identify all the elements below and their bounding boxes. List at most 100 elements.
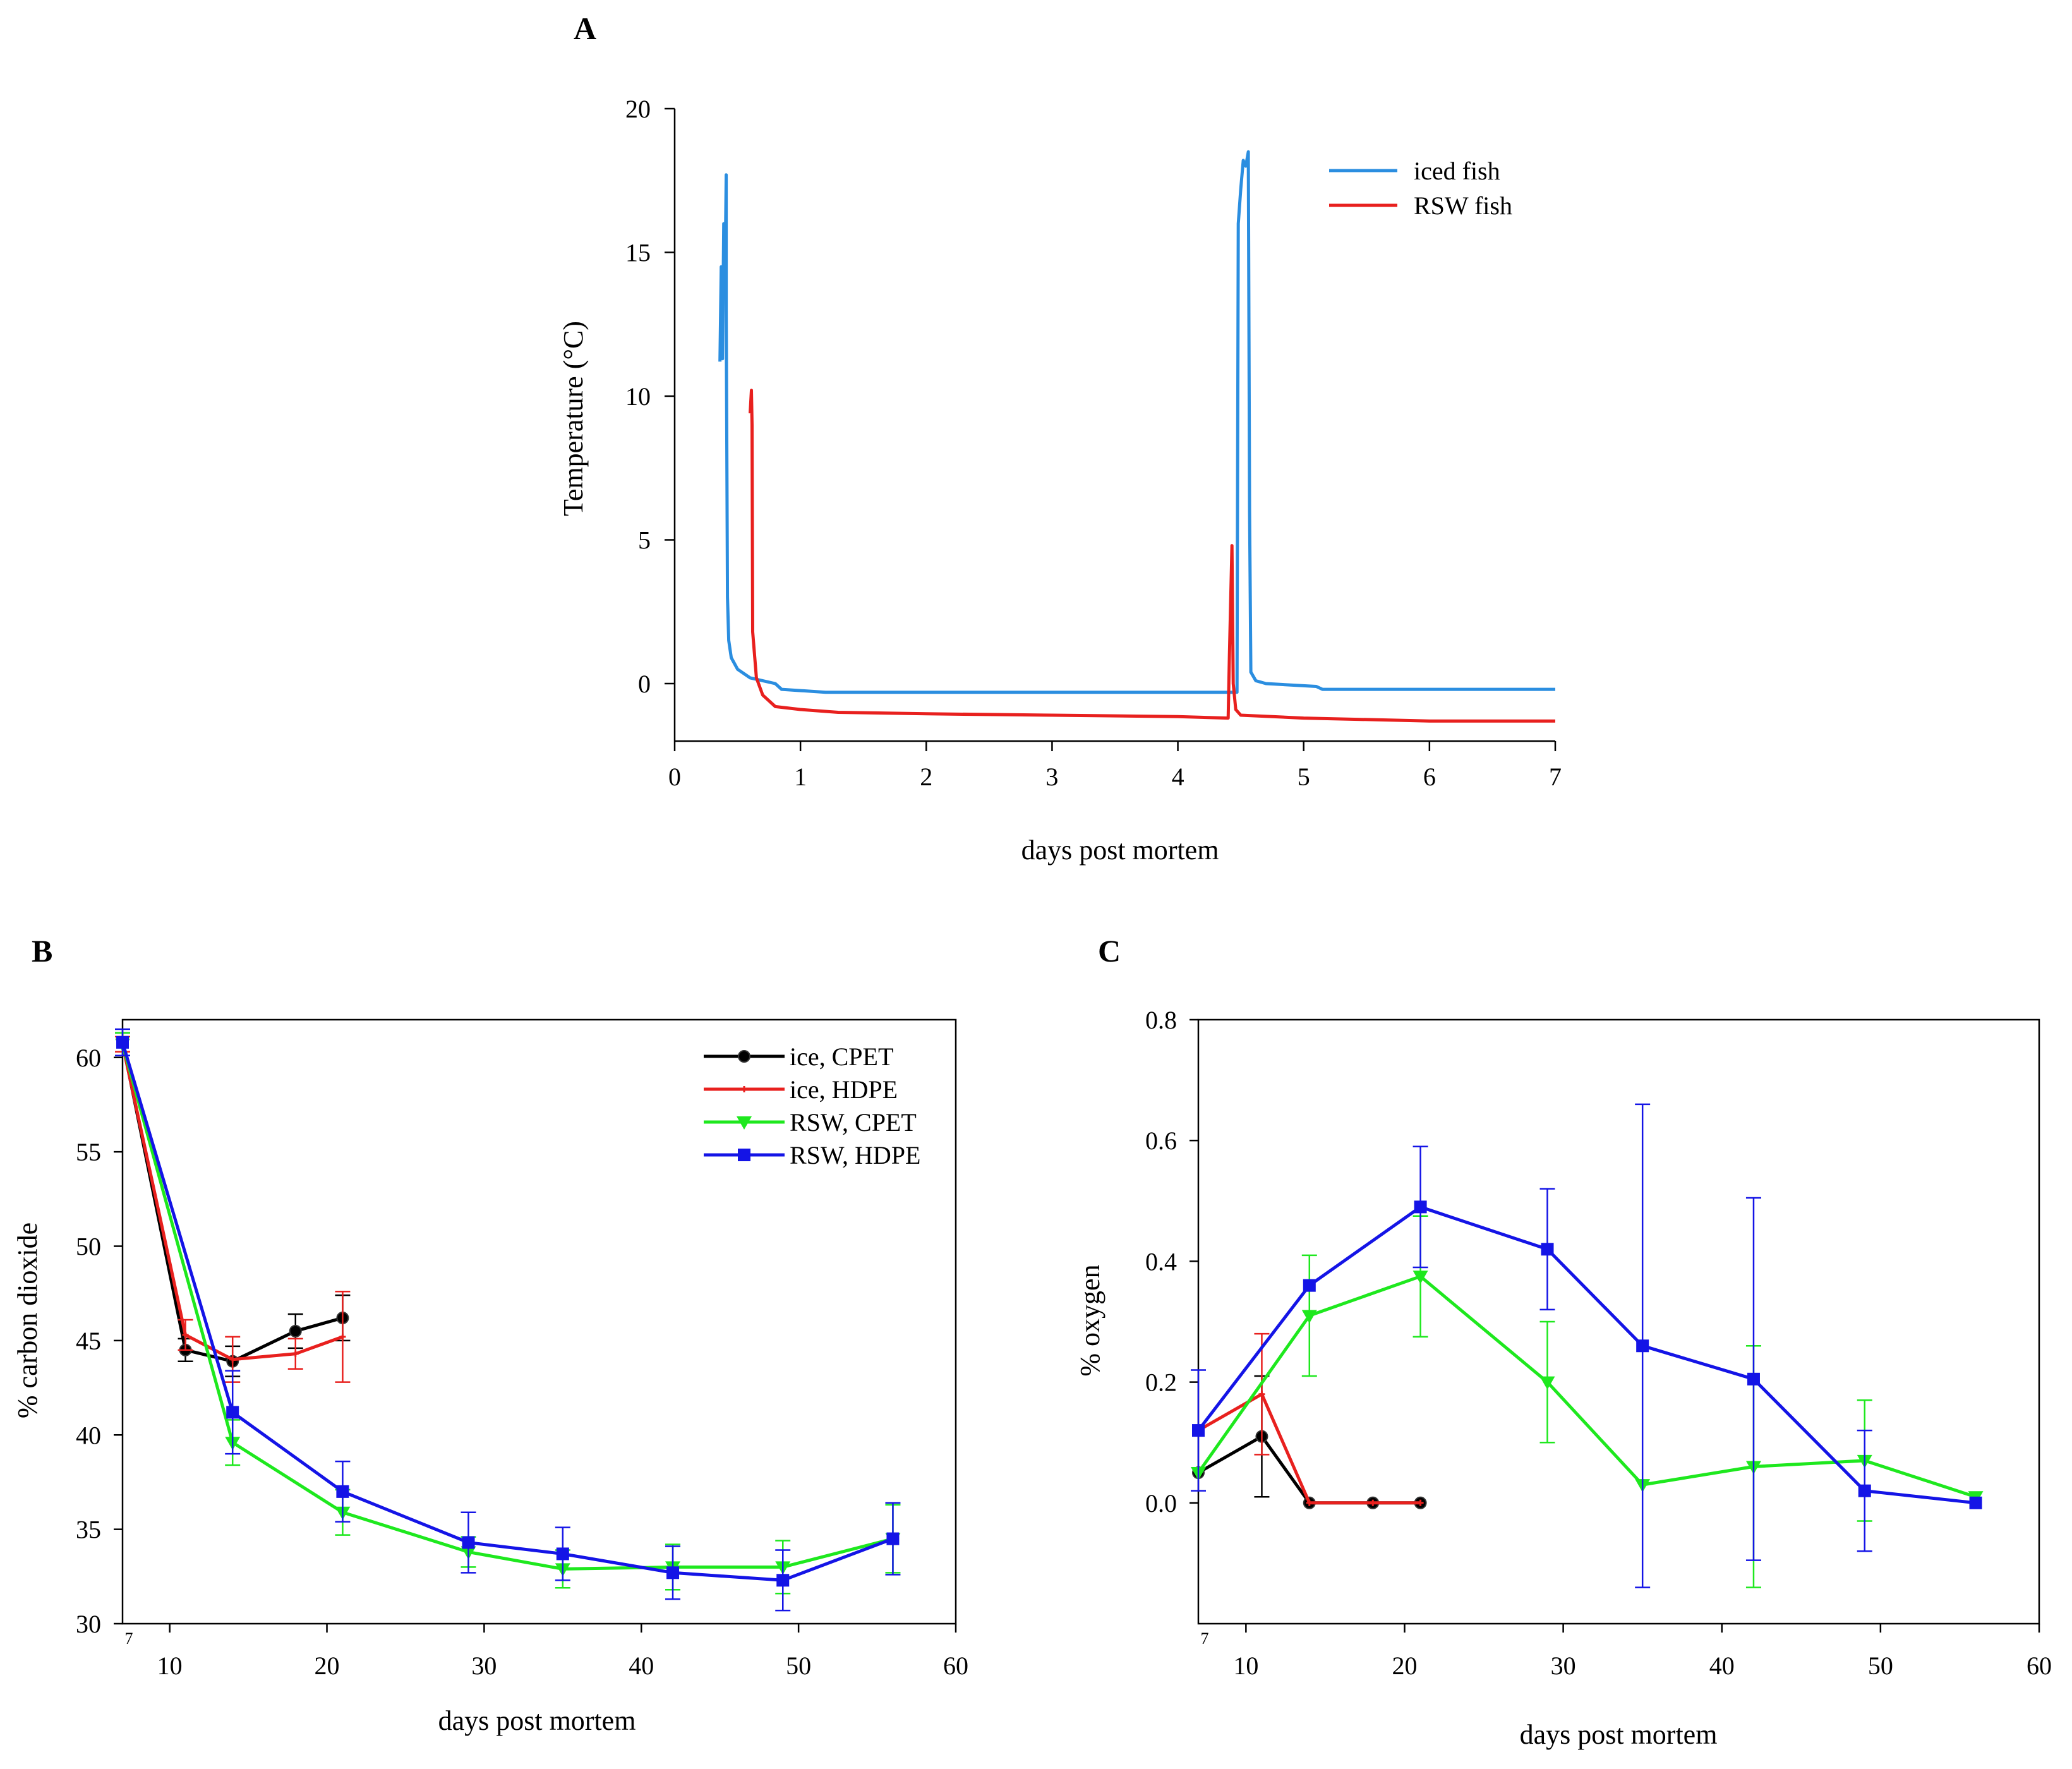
legend: ice, CPET ice, HDPE RSW, CPET RSW, HDPE	[704, 1042, 920, 1169]
series-rsw-hdpe	[1191, 1103, 1982, 1588]
series-rsw-cpet	[115, 1032, 901, 1595]
y-tick-label: 0.0	[1145, 1489, 1177, 1518]
series-ice-cpet	[115, 1032, 351, 1377]
series-iced-fish	[718, 150, 1555, 694]
panel-c-oxygen-chart: 7 10 20 30 40 50 60 0.0 0.2 0.4 0.6 0.8 days post mo…	[1075, 1006, 2052, 1750]
x-tick-label: 50	[786, 1651, 811, 1680]
panel-label-c: C	[1098, 933, 1121, 969]
x-tick-label: 30	[1551, 1651, 1576, 1680]
series-line	[1197, 1392, 1421, 1505]
y-axis-title: % oxygen	[1075, 1264, 1105, 1376]
data-point	[556, 1547, 569, 1561]
data-point	[1747, 1372, 1760, 1386]
series-rsw-fish	[749, 389, 1555, 723]
data-point	[116, 1035, 129, 1049]
data-point	[1258, 1391, 1265, 1398]
x-tick-label: 5	[1298, 763, 1310, 791]
y-axis-title: Temperature (°C)	[558, 321, 589, 516]
data-point	[1539, 1376, 1555, 1390]
x-tick-label: 60	[2027, 1651, 2052, 1680]
y-tick-label: 40	[76, 1421, 101, 1449]
x-tick-label: 7	[1201, 1629, 1209, 1648]
y-tick-label: 0	[638, 670, 651, 698]
x-tick-label: 20	[315, 1651, 340, 1680]
x-tick-label: 7	[125, 1629, 133, 1648]
x-tick-label: 40	[1709, 1651, 1735, 1680]
x-tick-label: 50	[1868, 1651, 1893, 1680]
data-point	[1370, 1499, 1376, 1506]
legend-marker	[738, 1050, 750, 1063]
data-point	[289, 1324, 302, 1337]
x-tick-label: 0	[668, 763, 681, 791]
data-point	[1303, 1279, 1316, 1292]
legend-marker	[738, 1149, 750, 1161]
legend-marker	[737, 1116, 752, 1130]
x-tick-label: 4	[1172, 763, 1184, 791]
legend-label: RSW, CPET	[790, 1108, 917, 1137]
legend-label: ice, CPET	[790, 1042, 893, 1071]
data-point	[182, 1331, 189, 1338]
data-point	[1414, 1200, 1427, 1214]
data-point	[1417, 1499, 1424, 1506]
y-tick-label: 10	[625, 382, 651, 411]
y-tick-label: 30	[76, 1610, 101, 1638]
series-line	[1196, 1274, 1977, 1499]
data-point	[339, 1333, 346, 1340]
y-tick-label: 55	[76, 1138, 101, 1166]
legend-label: ice, HDPE	[790, 1075, 898, 1104]
data-point	[229, 1356, 236, 1363]
data-point	[776, 1574, 790, 1587]
data-point	[1301, 1310, 1317, 1324]
y-tick-label: 5	[638, 526, 651, 555]
y-tick-label: 45	[76, 1327, 101, 1355]
panel-b-carbon-dioxide-chart: 7 10 20 30 40 50 60 30 35 40 45 50 55 60 days post mor…	[12, 1018, 968, 1736]
x-tick-label: 40	[629, 1651, 654, 1680]
x-tick-label: 7	[1549, 763, 1562, 791]
y-tick-label: 20	[625, 95, 651, 123]
x-axis-title: days post mortem	[1021, 835, 1219, 866]
x-tick-label: 3	[1045, 763, 1058, 791]
series-line	[1197, 1435, 1421, 1505]
data-point	[226, 1406, 239, 1419]
data-point	[1541, 1243, 1554, 1256]
x-tick-label: 60	[943, 1651, 968, 1680]
x-tick-label: 10	[1233, 1651, 1258, 1680]
x-tick-label: 30	[471, 1651, 497, 1680]
data-point	[1636, 1339, 1649, 1353]
legend: iced fish RSW fish	[1329, 157, 1512, 220]
panel-label-b: B	[32, 933, 52, 969]
x-tick-label: 10	[157, 1651, 183, 1680]
series-line	[718, 150, 1555, 694]
x-tick-label: 20	[1392, 1651, 1417, 1680]
plot-frame	[1197, 1018, 2040, 1625]
series-line	[121, 1044, 894, 1571]
data-point	[1192, 1424, 1205, 1437]
y-tick-label: 0.2	[1145, 1368, 1177, 1397]
x-tick-label: 2	[920, 763, 932, 791]
data-point	[336, 1485, 349, 1498]
y-axis-title: % carbon dioxide	[12, 1223, 43, 1418]
series-line	[121, 1044, 344, 1361]
legend-label: RSW, HDPE	[790, 1141, 920, 1169]
series-line	[121, 1042, 894, 1582]
data-point	[1969, 1496, 1982, 1509]
plot-frame	[121, 1018, 957, 1625]
data-point	[1858, 1484, 1871, 1497]
legend-marker	[741, 1086, 747, 1092]
y-tick-label: 0.6	[1145, 1126, 1177, 1155]
x-tick-label: 1	[794, 763, 807, 791]
series-rsw-hdpe	[115, 1028, 901, 1612]
x-tick-label: 6	[1423, 763, 1436, 791]
x-axis-title: days post mortem	[1520, 1719, 1718, 1750]
y-tick-label: 50	[76, 1233, 101, 1261]
legend-label: RSW fish	[1414, 191, 1512, 220]
y-tick-label: 60	[76, 1044, 101, 1072]
y-tick-label: 35	[76, 1516, 101, 1544]
data-point	[292, 1350, 299, 1357]
y-tick-label: 0.4	[1145, 1247, 1177, 1276]
data-point	[1306, 1499, 1313, 1506]
series-line	[1197, 1205, 1976, 1505]
series-ice-cpet	[1192, 1375, 1427, 1509]
data-point	[886, 1532, 900, 1545]
